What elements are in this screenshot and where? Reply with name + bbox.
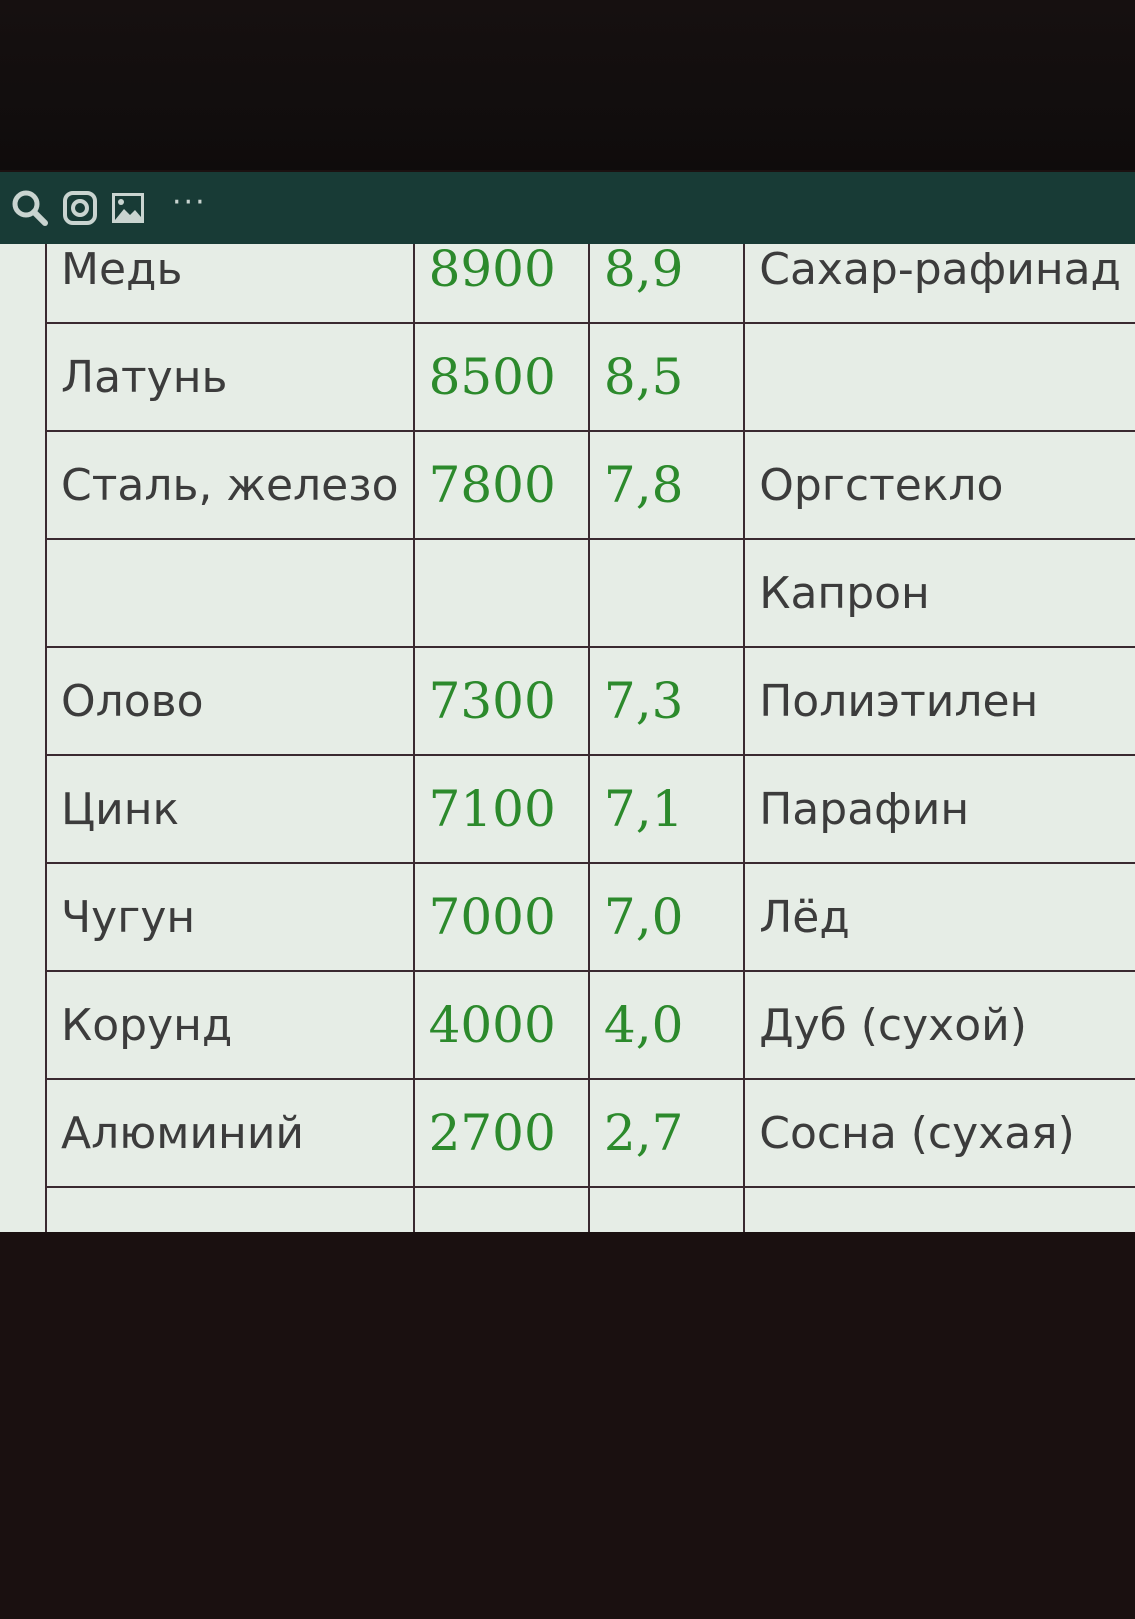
density-kg-cell bbox=[412, 538, 590, 648]
instagram-icon[interactable] bbox=[62, 190, 98, 226]
table-row: Цинк 7100 7,1 Парафин bbox=[45, 754, 1135, 864]
table-row: Сталь, железо 7800 7,8 Оргстекло bbox=[45, 430, 1135, 540]
density-kg-cell: 2700 bbox=[412, 1078, 590, 1188]
density-g-cell: 7,8 bbox=[587, 430, 746, 540]
density-g-cell: 7,0 bbox=[587, 862, 746, 972]
search-icon[interactable] bbox=[10, 188, 50, 228]
density-g-cell: 7,3 bbox=[587, 646, 746, 756]
density-table: Медь 8900 8,9 Сахар-рафинад Латунь 8500 8,5 Ста… bbox=[45, 214, 1135, 1232]
density-g-cell bbox=[587, 1186, 746, 1232]
density-g-cell: 4,0 bbox=[587, 970, 746, 1080]
device-bottom bbox=[0, 1232, 1135, 1619]
table-row: Алюминий 2700 2,7 Сосна (сухая) bbox=[45, 1078, 1135, 1188]
density-kg-cell: 4000 bbox=[412, 970, 590, 1080]
screen: ··· Медь 8900 8,9 Сахар-рафинад Латунь 8500 8,… bbox=[0, 172, 1135, 1232]
density-kg-cell: 7800 bbox=[412, 430, 590, 540]
table-row bbox=[45, 1186, 1135, 1232]
material-cell: Цинк bbox=[45, 754, 415, 864]
density-kg-cell: 7300 bbox=[412, 646, 590, 756]
table-row: Чугун 7000 7,0 Лёд bbox=[45, 862, 1135, 972]
material-cell: Олово bbox=[45, 646, 415, 756]
density-g-cell: 7,1 bbox=[587, 754, 746, 864]
image-icon[interactable] bbox=[110, 191, 146, 225]
density-kg-cell: 8500 bbox=[412, 322, 590, 432]
material-right-cell: Сосна (сухая) bbox=[743, 1078, 1135, 1188]
table-row: Олово 7300 7,3 Полиэтилен bbox=[45, 646, 1135, 756]
table-row: Корунд 4000 4,0 Дуб (сухой) bbox=[45, 970, 1135, 1080]
table-row: Латунь 8500 8,5 bbox=[45, 322, 1135, 432]
material-right-cell: Полиэтилен bbox=[743, 646, 1135, 756]
material-cell: Алюминий bbox=[45, 1078, 415, 1188]
material-cell: Сталь, железо bbox=[45, 430, 415, 540]
material-right-cell: Капрон bbox=[743, 538, 1135, 648]
density-kg-cell: 7000 bbox=[412, 862, 590, 972]
status-bar: ··· bbox=[0, 172, 1135, 244]
density-kg-cell: 7100 bbox=[412, 754, 590, 864]
density-g-cell: 8,5 bbox=[587, 322, 746, 432]
material-cell bbox=[45, 1186, 415, 1232]
material-right-cell: Лёд bbox=[743, 862, 1135, 972]
device-bezel bbox=[0, 0, 1135, 170]
material-right-cell: Оргстекло bbox=[743, 430, 1135, 540]
material-right-cell bbox=[743, 1186, 1135, 1232]
density-kg-cell bbox=[412, 1186, 590, 1232]
material-cell bbox=[45, 538, 415, 648]
density-g-cell bbox=[587, 538, 746, 648]
material-cell: Чугун bbox=[45, 862, 415, 972]
table-row: Капрон bbox=[45, 538, 1135, 648]
material-right-cell: Парафин bbox=[743, 754, 1135, 864]
material-right-cell: Дуб (сухой) bbox=[743, 970, 1135, 1080]
more-icon[interactable]: ··· bbox=[172, 184, 207, 220]
material-right-cell bbox=[743, 322, 1135, 432]
material-cell: Корунд bbox=[45, 970, 415, 1080]
density-g-cell: 2,7 bbox=[587, 1078, 746, 1188]
material-cell: Латунь bbox=[45, 322, 415, 432]
